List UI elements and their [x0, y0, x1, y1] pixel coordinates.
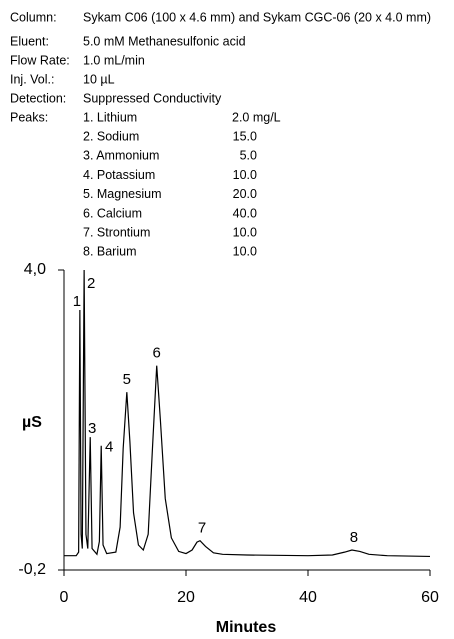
peak-amount: 15.0	[233, 129, 257, 143]
peak-label: 3	[88, 420, 96, 437]
peak-label: 5	[123, 371, 131, 388]
info-value: Suppressed Conductivity	[83, 91, 222, 105]
peak-amount: 2.0 mg/L	[232, 110, 281, 124]
info-value: Sykam C06 (100 x 4.6 mm) and Sykam CGC-0…	[83, 10, 431, 24]
peak-label: 4	[105, 439, 113, 456]
info-label: Flow Rate:	[10, 53, 70, 67]
info-value: 1.0 mL/min	[83, 53, 145, 67]
peak-name: 4. Potassium	[83, 168, 155, 182]
peak-amount: 20.0	[233, 187, 257, 201]
peak-name: 5. Magnesium	[83, 187, 162, 201]
peak-amount: 10.0	[233, 245, 257, 259]
x-tick-label: 20	[177, 589, 195, 606]
peak-label: 2	[87, 275, 95, 292]
x-tick-label: 40	[299, 589, 317, 606]
y-tick-label: 4,0	[24, 261, 46, 278]
peak-name: 3. Ammonium	[83, 149, 159, 163]
peak-amount: 5.0	[240, 149, 257, 163]
peak-label: 6	[153, 345, 161, 362]
peak-name: 8. Barium	[83, 245, 137, 259]
info-label: Inj. Vol.:	[10, 72, 54, 86]
info-label: Peaks:	[10, 110, 48, 124]
peak-name: 7. Strontium	[83, 225, 150, 239]
info-value: 5.0 mM Methanesulfonic acid	[83, 34, 246, 48]
peak-amount: 40.0	[233, 206, 257, 220]
chromatogram-trace	[64, 269, 431, 558]
peak-amount: 10.0	[233, 225, 257, 239]
x-axis-title: Minutes	[216, 619, 277, 636]
peak-label: 1	[73, 293, 81, 310]
info-label: Detection:	[10, 91, 66, 105]
x-tick-label: 0	[60, 589, 69, 606]
x-tick-label: 60	[421, 589, 439, 606]
peak-name: 1. Lithium	[83, 110, 137, 124]
info-label: Column:	[10, 10, 57, 24]
peak-amount: 10.0	[233, 168, 257, 182]
info-value: 10 µL	[83, 72, 115, 86]
y-axis-title: µS	[22, 414, 42, 431]
peak-label: 7	[198, 520, 206, 537]
info-label: Eluent:	[10, 34, 49, 48]
y-tick-label: -0,2	[18, 561, 46, 578]
peak-name: 2. Sodium	[83, 129, 139, 143]
peak-label: 8	[350, 529, 358, 546]
peak-name: 6. Calcium	[83, 206, 142, 220]
